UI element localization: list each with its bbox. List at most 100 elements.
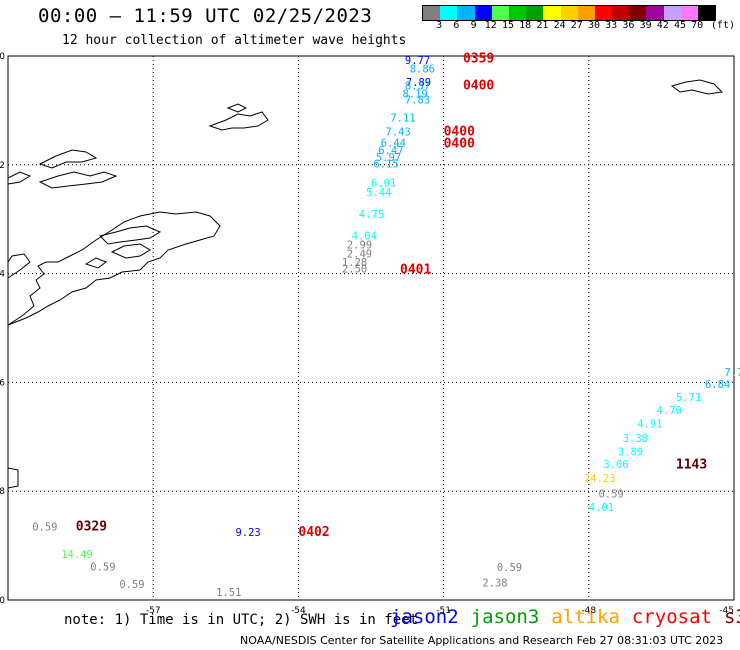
swh-label: 4.91 (637, 419, 662, 431)
swh-label: 4.70 (657, 405, 682, 417)
y-tick-label: -60 (0, 52, 5, 62)
color-scale-tick-label: 21 (536, 20, 549, 31)
color-scale-tick-label: 9 (470, 20, 477, 31)
coastline (38, 149, 98, 169)
x-tick-label: -57 (146, 606, 161, 616)
color-swatch (560, 6, 578, 20)
coastline (110, 243, 151, 259)
swh-label: 4.01 (589, 502, 614, 514)
color-scale-tick-label: 6 (453, 20, 460, 31)
satellite-legend: jason2 jason3 altika cryosat s3a (390, 606, 740, 628)
coastline (7, 467, 19, 489)
time-label: 0359 (463, 52, 494, 67)
color-scale-tick-label: 27 (570, 20, 583, 31)
y-tick-label: -68 (0, 487, 5, 497)
color-swatch (698, 6, 716, 20)
swh-label: 7.83 (405, 94, 430, 106)
color-swatch (612, 6, 630, 20)
color-scale-tick-label: 70 (691, 20, 704, 31)
swh-label: 8.86 (410, 63, 435, 75)
swh-label: 9.23 (235, 527, 260, 539)
swh-label: 1.51 (216, 587, 241, 599)
x-tick-label: -48 (581, 606, 596, 616)
color-scale-tick-label: 39 (639, 20, 652, 31)
color-scale-unit: (ft) (710, 20, 735, 31)
color-swatch (526, 6, 544, 20)
swh-label: 2.99 (347, 240, 372, 252)
time-label: 0400 (444, 136, 475, 151)
color-swatch (543, 6, 561, 20)
y-tick-label: -66 (0, 378, 5, 388)
color-scale-tick-label: 18 (519, 20, 532, 31)
swh-label: 7.74 (724, 367, 740, 379)
swh-label: 2.49 (347, 248, 372, 260)
color-scale-tick-label: 45 (673, 20, 687, 31)
swh-label: 6.01 (371, 178, 396, 190)
swh-label: 6.47 (378, 145, 403, 157)
swh-label: 24.23 (584, 473, 616, 485)
series-legend-s3a: s3a (724, 606, 740, 628)
series-legend-jason3: jason3 (470, 606, 540, 628)
coastline (226, 103, 248, 113)
swh-label: 0.59 (497, 562, 522, 574)
color-scale-bar (422, 5, 717, 21)
color-swatch (423, 6, 441, 20)
map-frame (7, 55, 735, 601)
swh-label: 9.77 (405, 55, 430, 67)
swh-label: 6.44 (381, 137, 406, 149)
swh-label: 7.11 (390, 112, 415, 124)
swh-label: 14.49 (61, 549, 93, 561)
time-label: 0400 (444, 124, 475, 139)
swh-label: 0.59 (32, 521, 57, 533)
swh-label: 3.06 (603, 459, 628, 471)
coastline (84, 257, 108, 269)
footer-note: note: 1) Time is in UTC; 2) SWH is in fe… (64, 612, 419, 628)
coastline (38, 171, 118, 189)
color-scale-tick-label: 3 (436, 20, 443, 31)
series-legend-cryosat: cryosat (631, 606, 712, 628)
swh-label: 0.59 (90, 562, 115, 574)
swh-label: 3.38 (623, 433, 648, 445)
color-swatch (646, 6, 664, 20)
swh-label: 2.38 (482, 577, 507, 589)
color-swatch (508, 6, 527, 20)
y-tick-label: -64 (0, 270, 5, 280)
swh-label: 8.37 (405, 81, 430, 93)
footer-credit: NOAA/NESDIS Center for Satellite Applica… (240, 634, 724, 647)
swh-label: 4.04 (352, 230, 377, 242)
color-scale-tick-label: 30 (587, 20, 601, 31)
color-swatch (680, 6, 698, 20)
color-scale-tick-label: 42 (656, 20, 669, 31)
swh-label: 3.89 (618, 446, 643, 458)
color-scale-tick-label: 36 (622, 20, 635, 31)
color-swatch (663, 6, 681, 20)
color-scale-labels: 3 6 9 12 15 18 21 24 27 30 33 36 39 42 45 70 (422, 20, 740, 32)
color-scale-tick-label: 15 (501, 20, 515, 31)
color-swatch (629, 6, 647, 20)
time-label: 0329 (76, 519, 107, 534)
swh-label: 5.44 (366, 187, 391, 199)
time-label: 0401 (400, 263, 431, 278)
swh-label: 8.19 (402, 88, 427, 100)
color-swatch (594, 6, 613, 20)
time-label: 0400 (463, 79, 494, 94)
y-tick-label: -62 (0, 161, 5, 171)
time-label: 1143 (676, 457, 707, 472)
coastline (7, 171, 32, 185)
coastline (208, 111, 269, 131)
color-swatch (440, 6, 458, 20)
swh-label: 6.15 (373, 159, 398, 171)
color-scale-tick-label: 12 (484, 20, 497, 31)
swh-label: 0.59 (119, 579, 144, 591)
page-subtitle: 12 hour collection of altimeter wave hei… (62, 33, 407, 48)
swh-label: 4.75 (359, 209, 384, 221)
coastline (7, 253, 31, 279)
color-swatch (474, 6, 492, 20)
swh-label: 7.89 (406, 77, 431, 89)
swh-label: 1.28 (342, 257, 367, 269)
swh-label: 7.43 (386, 126, 411, 138)
time-label: 0402 (298, 525, 329, 540)
swh-label: 2.50 (342, 264, 367, 276)
